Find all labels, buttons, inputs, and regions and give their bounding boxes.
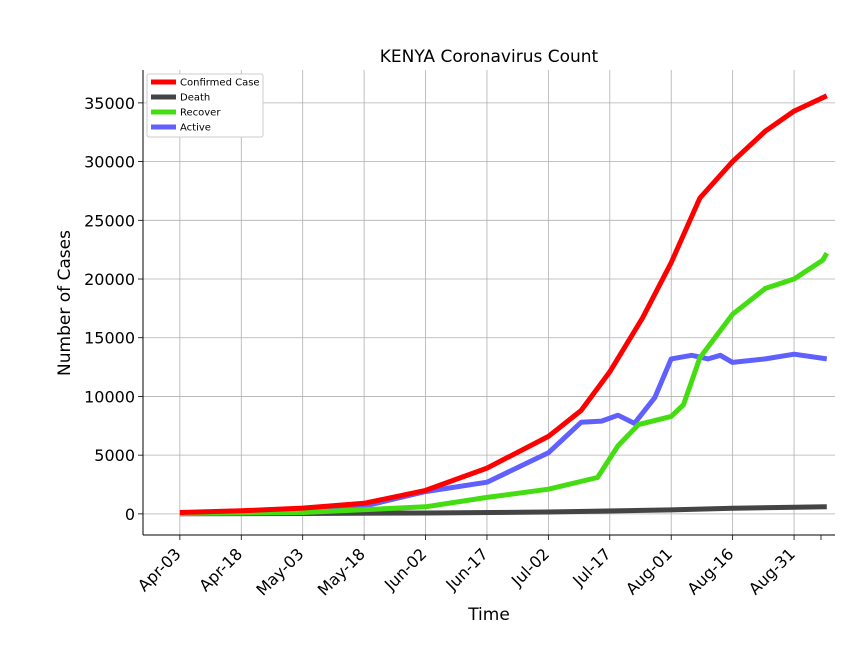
x-tick-label: Aug-31 (745, 544, 799, 598)
y-tick-label: 25000 (84, 211, 135, 230)
y-tick-label: 35000 (84, 94, 135, 113)
chart-title: KENYA Coronavirus Count (380, 47, 599, 67)
x-tick-label: May-18 (314, 544, 369, 599)
x-tick-label: Jun-02 (380, 544, 430, 594)
series-line-confirmed-case (179, 93, 828, 515)
x-tick-label: Jul-02 (507, 544, 553, 590)
x-axis-title: Time (467, 605, 510, 625)
y-ticks: 0 5000 10000 15000 20000 25000 30000 35000 (84, 94, 143, 524)
x-tick-label: Aug-16 (683, 544, 737, 598)
legend-label: Confirmed Case (180, 78, 260, 89)
x-tick-label: Apr-03 (134, 544, 185, 595)
legend-label: Death (180, 93, 210, 104)
series-line-recover (179, 251, 829, 516)
y-tick-label: 15000 (84, 329, 135, 348)
legend-box (146, 73, 264, 138)
x-ticks: Apr-03 Apr-18 May-03 May-18 Jun-02 Jun-17 Jul-… (134, 535, 822, 600)
axes (142, 70, 835, 536)
y-axis-title: Number of Cases (55, 230, 75, 376)
series-line-active (179, 351, 828, 516)
series-lines (179, 93, 829, 517)
x-tick-label: May-03 (252, 544, 307, 599)
y-tick-label: 20000 (84, 270, 135, 289)
x-tick-label: Jun-17 (441, 544, 491, 594)
y-tick-label: 30000 (84, 153, 135, 172)
y-tick-label: 10000 (84, 387, 135, 406)
y-tick-label: 5000 (94, 446, 135, 465)
y-tick-label: 0 (125, 505, 135, 524)
x-tick-label: Jul-17 (568, 544, 614, 590)
legend-label: Recover (180, 108, 221, 119)
x-tick-label: Aug-01 (622, 544, 676, 598)
x-tick-label: Apr-18 (195, 544, 246, 595)
legend: Confirmed Case Death Recover Active (146, 73, 264, 138)
legend-label: Active (180, 123, 211, 134)
